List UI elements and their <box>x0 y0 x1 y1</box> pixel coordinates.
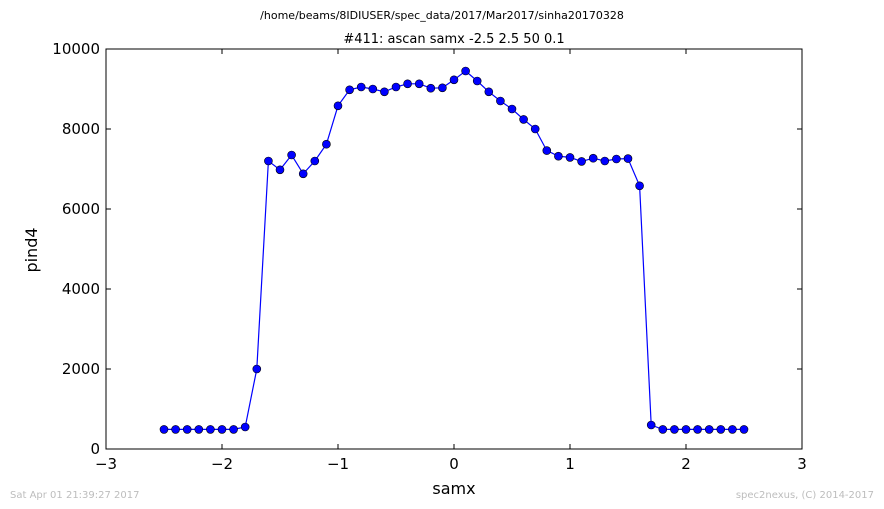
data-point <box>264 157 272 165</box>
data-point <box>241 423 249 431</box>
y-tick-label: 0 <box>90 440 100 458</box>
data-point <box>508 105 516 113</box>
x-tick-label: −2 <box>211 455 233 473</box>
data-point <box>276 166 284 174</box>
data-point <box>206 425 214 433</box>
y-tick-label: 4000 <box>62 280 100 298</box>
data-point <box>322 140 330 148</box>
data-point <box>369 85 377 93</box>
data-point <box>601 157 609 165</box>
data-point <box>728 425 736 433</box>
y-tick-label: 2000 <box>62 360 100 378</box>
data-point <box>496 97 504 105</box>
data-point <box>717 425 725 433</box>
data-point <box>450 76 458 84</box>
y-tick-label: 8000 <box>62 120 100 138</box>
series-line <box>164 71 744 429</box>
data-point <box>694 425 702 433</box>
data-point <box>589 154 597 162</box>
x-tick-label: −1 <box>327 455 349 473</box>
data-point <box>647 421 655 429</box>
chart-title: #411: ascan samx -2.5 2.5 50 0.1 <box>343 32 564 47</box>
data-point <box>485 88 493 96</box>
data-point <box>531 125 539 133</box>
data-point <box>543 147 551 155</box>
data-point <box>670 425 678 433</box>
data-point <box>288 151 296 159</box>
data-point <box>311 157 319 165</box>
data-point <box>183 425 191 433</box>
x-tick-label: 3 <box>797 455 807 473</box>
x-tick-label: 1 <box>565 455 575 473</box>
footer-timestamp: Sat Apr 01 21:39:27 2017 <box>10 490 140 501</box>
data-point <box>230 425 238 433</box>
data-point <box>392 83 400 91</box>
data-point <box>415 80 423 88</box>
data-point <box>554 152 562 160</box>
data-point <box>346 86 354 94</box>
x-tick-label: 0 <box>449 455 459 473</box>
data-point <box>404 80 412 88</box>
y-tick-label: 10000 <box>52 40 100 58</box>
x-tick-label: 2 <box>681 455 691 473</box>
data-point <box>357 83 365 91</box>
data-point <box>253 365 261 373</box>
data-point <box>659 425 667 433</box>
data-point <box>578 157 586 165</box>
figure-path-title: /home/beams/8IDIUSER/spec_data/2017/Mar2… <box>260 9 624 22</box>
data-point <box>427 84 435 92</box>
data-point <box>740 425 748 433</box>
footer-credit: spec2nexus, (C) 2014-2017 <box>736 490 874 501</box>
data-point <box>160 425 168 433</box>
data-point <box>520 115 528 123</box>
data-point <box>705 425 713 433</box>
data-point <box>299 170 307 178</box>
data-point <box>195 425 203 433</box>
data-point <box>438 84 446 92</box>
data-point <box>612 155 620 163</box>
data-point <box>473 77 481 85</box>
axes-frame <box>106 49 802 449</box>
data-point <box>624 155 632 163</box>
data-point <box>682 425 690 433</box>
data-point <box>380 88 388 96</box>
data-point <box>172 425 180 433</box>
data-point <box>566 153 574 161</box>
y-tick-label: 6000 <box>62 200 100 218</box>
x-axis-label: samx <box>432 479 475 498</box>
data-point <box>636 182 644 190</box>
data-point <box>334 102 342 110</box>
data-point <box>218 425 226 433</box>
data-point <box>462 67 470 75</box>
y-axis-label: pind4 <box>22 227 41 272</box>
